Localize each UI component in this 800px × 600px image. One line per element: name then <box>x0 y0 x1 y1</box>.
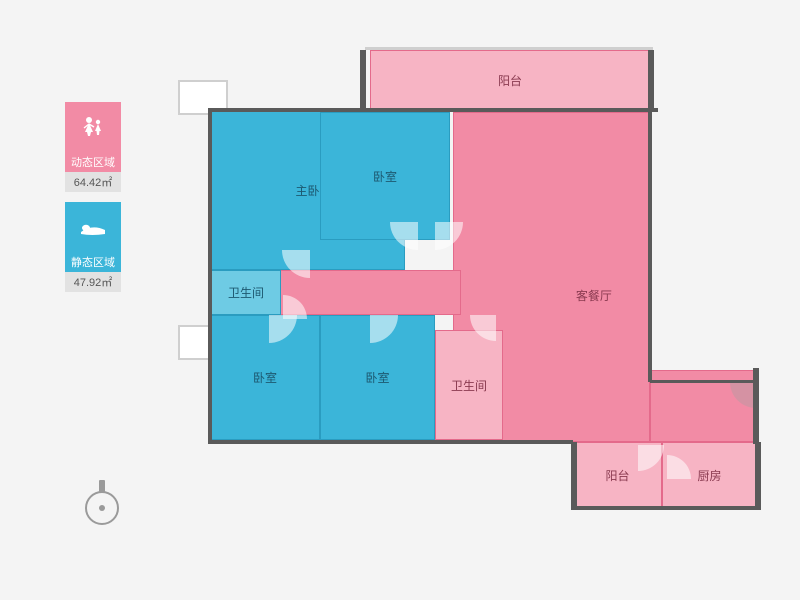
room-label: 卫生间 <box>451 377 487 394</box>
room-label: 卧室 <box>253 369 277 386</box>
legend-dynamic-icon <box>65 102 121 152</box>
room-label: 阳台 <box>498 72 522 89</box>
room-bathroom-2: 卫生间 <box>435 330 503 440</box>
wall-segment <box>650 380 757 383</box>
sleep-icon <box>78 216 108 238</box>
legend-static-value: 47.92㎡ <box>65 272 121 292</box>
legend-dynamic-title: 动态区域 <box>65 152 121 172</box>
floor-plan: 阳台主卧卧室客餐厅卫生间卧室卧室卫生间阳台厨房 <box>175 50 765 565</box>
room-label: 阳台 <box>605 467 629 484</box>
room-label: 厨房 <box>697 467 721 484</box>
people-icon <box>79 113 107 141</box>
room-label: 卧室 <box>365 369 389 386</box>
room-bedroom-2: 卧室 <box>210 315 320 440</box>
wall-segment <box>208 440 573 444</box>
wall-segment <box>208 108 658 112</box>
room-balcony-top: 阳台 <box>370 50 650 110</box>
wall-segment <box>360 50 366 112</box>
wall-segment <box>648 50 654 112</box>
compass-icon <box>78 480 126 528</box>
legend-static-icon <box>65 202 121 252</box>
wall-segment <box>648 110 652 382</box>
room-label: 卧室 <box>373 168 397 185</box>
room-label: 主卧 <box>295 182 319 199</box>
room-bedroom-1: 卧室 <box>320 112 450 240</box>
wall-segment <box>755 442 761 510</box>
legend-static: 静态区域 47.92㎡ <box>65 202 121 292</box>
wall-segment <box>571 506 761 510</box>
legend-dynamic-value: 64.42㎡ <box>65 172 121 192</box>
legend-dynamic: 动态区域 64.42㎡ <box>65 102 121 192</box>
balcony-top-border <box>365 47 653 50</box>
room-label: 卫生间 <box>228 284 264 301</box>
room-label: 客餐厅 <box>576 287 612 304</box>
wall-segment <box>571 442 577 510</box>
room-bathroom-1: 卫生间 <box>211 270 281 315</box>
wall-segment <box>208 108 212 444</box>
legend-static-title: 静态区域 <box>65 252 121 272</box>
